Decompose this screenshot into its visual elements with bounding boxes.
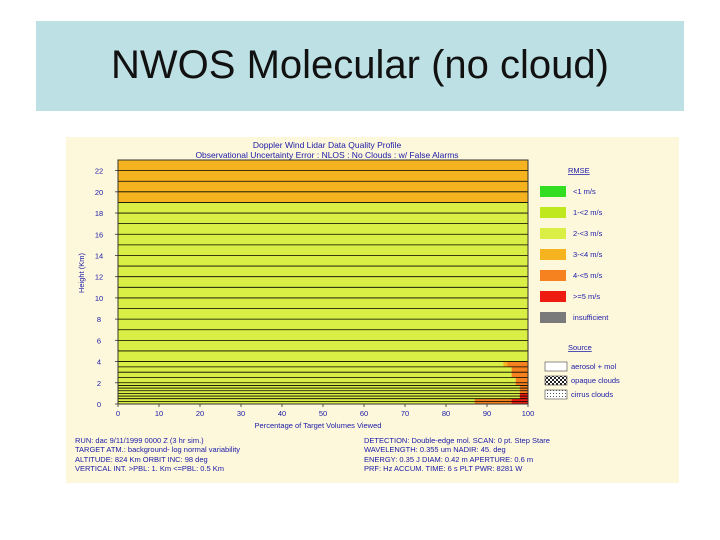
y-tick-label: 4	[97, 358, 101, 367]
x-tick-label: 20	[196, 409, 204, 418]
y-tick-label: 6	[97, 336, 101, 345]
legend-label: >=5 m/s	[573, 292, 600, 301]
legend-label: 1-<2 m/s	[573, 208, 603, 217]
legend-label: 3-<4 m/s	[573, 250, 603, 259]
source-legend: Source aerosol + mol opaque clouds cirrus …	[544, 343, 620, 400]
y-tick-label: 16	[95, 230, 103, 239]
legend-label: <1 m/s	[573, 187, 596, 196]
bar-segment	[118, 361, 504, 367]
legend: RMSE <1 m/s 1-<2 m/s 2-<3 m/s 3-<4 m/s 4-<5 …	[540, 166, 609, 323]
bar-segment	[474, 398, 512, 402]
x-tick-label: 60	[360, 409, 368, 418]
x-tick-label: 30	[237, 409, 245, 418]
x-tick-label: 80	[442, 409, 450, 418]
x-tick-label: 40	[278, 409, 286, 418]
legend-swatch	[540, 270, 566, 281]
legend-swatch	[540, 249, 566, 260]
bar-segment	[507, 361, 528, 367]
slide-title: NWOS Molecular (no cloud)	[111, 43, 609, 87]
bar-segment	[515, 377, 528, 386]
chart-figure: Doppler Wind Lidar Data Quality Profile …	[66, 137, 679, 483]
x-tick-label: 70	[401, 409, 409, 418]
legend-title: RMSE	[568, 166, 590, 175]
chart-svg: Doppler Wind Lidar Data Quality Profile …	[77, 140, 620, 430]
run-info-line: DETECTION: Double-edge mol. SCAN: 0 pt. …	[364, 436, 550, 445]
x-tick-label: 0	[116, 409, 120, 418]
bar-segment	[511, 398, 528, 402]
bar-segment	[118, 377, 516, 386]
x-tick-label: 10	[155, 409, 163, 418]
y-tick-label: 10	[95, 294, 103, 303]
run-info-line: ALTITUDE: 824 Km ORBIT INC: 98 deg	[75, 454, 208, 464]
run-info-right: DETECTION: Double-edge mol. SCAN: 0 pt. …	[364, 436, 550, 474]
plot-area	[118, 159, 528, 405]
run-info-line: ENERGY: 0.35 J DIAM: 0.42 m APERTURE: 0.…	[364, 454, 534, 464]
run-info-line: PRF: Hz ACCUM. TIME: 6 s PLT PWR: 8281 W	[364, 464, 523, 474]
y-tick-label: 20	[95, 188, 103, 197]
y-tick-label: 2	[97, 379, 101, 388]
legend-label: insufficient	[573, 313, 609, 322]
run-info-line: WAVELENGTH: 0.355 um NADIR: 45. deg	[364, 445, 506, 455]
legend-label: 4-<5 m/s	[573, 271, 603, 280]
bar-segment	[118, 398, 475, 402]
bar-segment	[118, 202, 528, 362]
bar-segment	[511, 401, 528, 404]
legend-swatch	[540, 186, 566, 197]
source-swatch	[544, 389, 568, 400]
source-label: opaque clouds	[571, 376, 620, 385]
title-bar: NWOS Molecular (no cloud)	[36, 21, 684, 111]
legend-swatch	[540, 312, 566, 323]
y-tick-label: 14	[95, 251, 103, 260]
y-tick-label: 22	[95, 167, 103, 176]
legend-label: 2-<3 m/s	[573, 229, 603, 238]
legend-swatch	[540, 228, 566, 239]
x-axis-label: Percentage of Target Volumes Viewed	[255, 421, 382, 430]
source-label: cirrus clouds	[571, 390, 613, 399]
bar-segment	[118, 385, 520, 394]
axes: 0 10 20 30 40 50 60 70 80 90 100 0 2 4 6 8 10 12 14 16 18 20 2…	[95, 159, 535, 418]
x-tick-label: 50	[319, 409, 327, 418]
bar-segment	[474, 401, 512, 404]
run-info-line: TARGET ATM.: background- log normal vari…	[75, 445, 241, 455]
x-tick-label: 100	[522, 409, 535, 418]
run-info-line: VERTICAL INT. >PBL: 1. Km <=PBL: 0.5 Km	[75, 464, 225, 474]
y-axis-label: Height (Km)	[77, 252, 86, 293]
run-info-left: RUN: dac 9/11/1999 0000 Z (3 hr sim.) TA…	[75, 436, 240, 474]
bar-segment	[118, 401, 475, 404]
y-tick-label: 18	[95, 209, 103, 218]
y-tick-label: 12	[95, 273, 103, 282]
chart-subtitle: Observational Uncertainty Error : NLOS :…	[195, 150, 458, 160]
source-legend-title: Source	[568, 343, 592, 352]
source-swatch	[544, 361, 568, 372]
y-tick-label: 8	[97, 315, 101, 324]
legend-swatch	[540, 207, 566, 218]
legend-swatch	[540, 291, 566, 302]
y-tick-label: 0	[97, 400, 101, 409]
chart-title: Doppler Wind Lidar Data Quality Profile	[253, 140, 402, 150]
source-label: aerosol + mol	[571, 362, 617, 371]
run-info-line: RUN: dac 9/11/1999 0000 Z (3 hr sim.)	[75, 436, 204, 445]
source-swatch	[544, 375, 568, 386]
bar-segment	[519, 385, 528, 394]
bar-segment	[503, 361, 508, 367]
x-tick-label: 90	[483, 409, 491, 418]
